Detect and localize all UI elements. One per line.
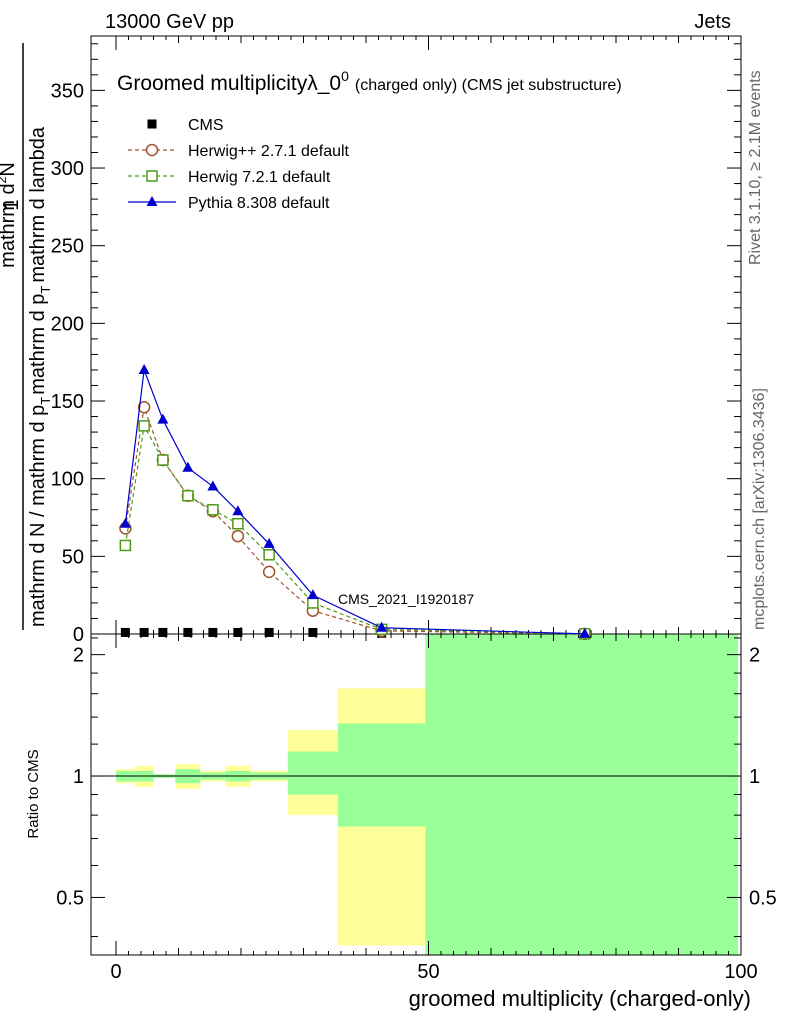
y-tick-label-200: 200 (51, 313, 84, 335)
point-1-6 (262, 565, 276, 579)
point-3-6 (263, 537, 275, 548)
y-tick-label-0: 0 (73, 624, 84, 646)
point-0-3 (183, 627, 193, 637)
x-tick-label-0: 0 (110, 961, 121, 983)
y-axis-label-top: mathrm d2N (0, 162, 19, 268)
point-3-1 (138, 363, 150, 374)
point-2-7 (307, 597, 319, 609)
y-tick-label-350: 350 (51, 80, 84, 102)
point-0-1 (139, 627, 149, 637)
legend-marker-1 (145, 143, 159, 157)
y-tick-label-100: 100 (51, 469, 84, 491)
y-label-top-d: mathrm d (0, 183, 19, 267)
series-line-1 (124, 407, 585, 635)
chart-title-sup: 0 (341, 68, 349, 84)
point-1-1 (137, 400, 151, 414)
point-2-1 (138, 420, 150, 432)
rivet-label: Rivet 3.1.10, ≥ 2.1M events (747, 70, 764, 265)
analysis-label: CMS_2021_I1920187 (338, 591, 474, 607)
ratio-tick-label-l-1: 1 (73, 766, 84, 788)
header-left: 13000 GeV pp (105, 11, 234, 33)
ratio-band-inner-7 (287, 751, 338, 795)
point-0-0 (120, 627, 130, 637)
y-tick-label-300: 300 (51, 158, 84, 180)
x-tick-label-100: 100 (724, 961, 757, 983)
y-label-den-part1: mathrm d N / mathrm d p (27, 405, 49, 627)
point-3-5 (232, 505, 244, 516)
axis-ticks (91, 36, 742, 955)
chart-title-main: Groomed multiplicityλ_0 (117, 72, 341, 95)
data-series (119, 363, 591, 641)
series-3 (119, 363, 591, 638)
ratio-tick-label-r-2: 2 (749, 645, 760, 667)
point-2-2 (157, 454, 169, 466)
legend: CMS Herwig++ 2.7.1 default Herwig 7.2.1 de… (128, 117, 350, 212)
y-label-numerator: 1 (1, 199, 23, 210)
ratio-y-label: Ratio to CMS (25, 749, 42, 838)
point-1-5 (231, 529, 245, 543)
y-label-top-n: N (0, 162, 19, 176)
chart-title: Groomed multiplicityλ_00 (charged only) (… (117, 68, 622, 95)
ratio-tick-label-l-0.5: 0.5 (56, 887, 84, 909)
point-2-5 (232, 517, 244, 530)
x-axis-label: groomed multiplicity (charged-only) (409, 986, 751, 1011)
legend-marker-2 (146, 170, 158, 182)
point-2-4 (207, 503, 219, 516)
y-label-top: mathrm d2N (0, 162, 19, 268)
mcplots-label: mcplots.cern.ch [arXiv:1306.3436] (751, 388, 768, 630)
legend-marker-3 (146, 196, 158, 206)
point-3-7 (307, 589, 319, 600)
ratio-band-inner-9 (425, 634, 738, 955)
ratio-band-inner-8 (337, 723, 426, 827)
point-3-3 (182, 461, 194, 472)
ratio-tick-label-r-1: 1 (749, 766, 760, 788)
y-label-top-sup: 2 (0, 176, 9, 183)
ratio-tick-label-r-0.5: 0.5 (749, 887, 777, 909)
header-right: Jets (694, 11, 731, 33)
point-3-4 (207, 480, 219, 491)
point-0-6 (264, 627, 274, 637)
x-tick-label-50: 50 (417, 961, 439, 983)
y-tick-label-150: 150 (51, 391, 84, 413)
legend-label-3: Pythia 8.308 default (188, 195, 330, 212)
chart-title-suffix: (charged only) (CMS jet substructure) (355, 77, 622, 94)
point-2-3 (182, 490, 194, 502)
legend-label-0: CMS (188, 117, 224, 134)
y-label-denominator: mathrm d N / mathrm d pTmathrm d pTmathr… (27, 126, 53, 627)
legend-marker-0 (147, 119, 157, 129)
y-label-den-part2: mathrm d p (27, 294, 49, 395)
series-line-2 (124, 424, 585, 635)
y-tick-label-250: 250 (51, 236, 84, 258)
point-0-5 (233, 627, 243, 637)
point-2-6 (263, 549, 275, 561)
ratio-bands (116, 634, 738, 955)
y-label-den-sub2: T (38, 286, 53, 294)
legend-label-1: Herwig++ 2.7.1 default (188, 143, 350, 160)
ratio-tick-label-l-2: 2 (73, 645, 84, 667)
point-3-8 (376, 621, 388, 632)
y-tick-label-50: 50 (62, 546, 84, 568)
point-3-9 (579, 627, 591, 638)
point-2-0 (119, 539, 132, 552)
point-3-2 (157, 413, 169, 424)
y-label-den-sub1: T (38, 397, 53, 405)
point-0-4 (208, 627, 218, 637)
y-axis-label: 1 mathrm d N / mathrm d pTmathrm d pTmat… (1, 43, 53, 630)
axis-tick-labels: 0 50 100 0 50 100 150 200 250 300 350 0.5 0.5 1 1 2 2 (51, 80, 777, 983)
point-3-0 (119, 517, 131, 528)
y-label-den-part3: mathrm d lambda (27, 126, 49, 282)
point-0-7 (308, 627, 318, 637)
point-0-2 (158, 627, 168, 637)
series-line-3 (124, 369, 585, 635)
legend-label-2: Herwig 7.2.1 default (188, 169, 331, 186)
